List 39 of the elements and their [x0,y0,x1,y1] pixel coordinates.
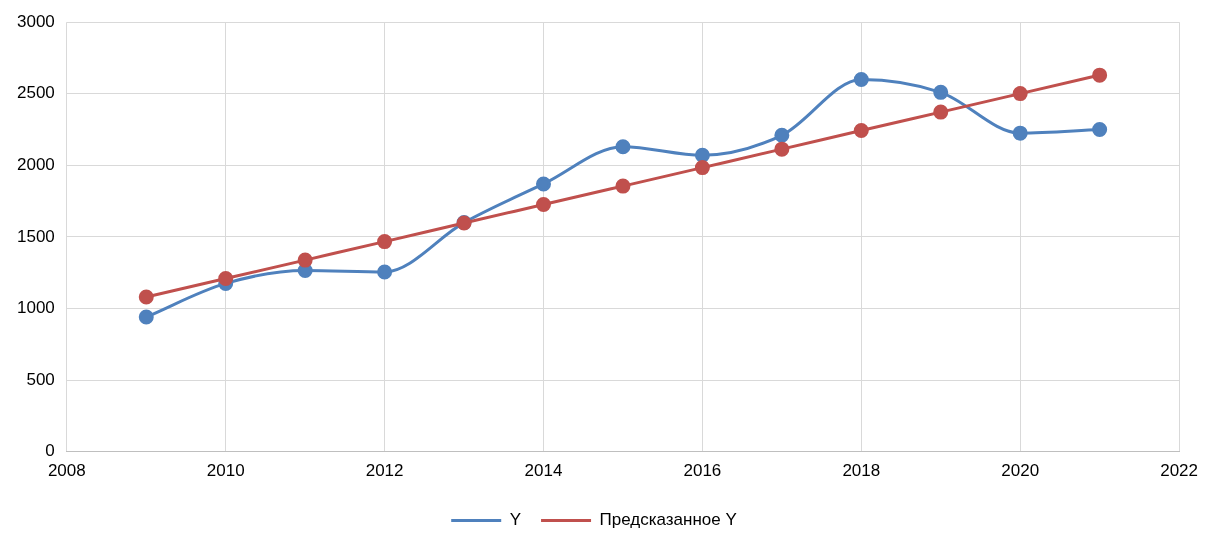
point [774,141,790,157]
y-tick-label: 1500 [16,226,55,246]
point [853,123,869,139]
point [536,197,552,213]
point [377,264,393,280]
point [694,160,710,176]
point [774,127,790,143]
x-tick-label: 2018 [842,461,881,481]
y-tick-label: 0 [45,441,55,461]
point [615,139,631,155]
point [933,104,949,120]
legend-label: Предсказанное Y [599,510,737,530]
y-tick-label: 2000 [16,155,55,175]
point [138,289,154,305]
point [1092,122,1108,138]
point [933,84,949,100]
point [853,71,869,87]
point [615,178,631,194]
point [694,147,710,163]
point [1012,86,1028,102]
y-tick-label: 2500 [16,83,55,103]
x-tick-label: 2016 [683,461,722,481]
point [1012,125,1028,141]
point [297,252,313,268]
point [1092,67,1108,83]
x-tick-label: 2022 [1160,461,1198,481]
point [138,309,154,325]
point [218,271,234,287]
x-tick-label: 2012 [365,461,404,481]
point [377,234,393,250]
y-tick-label: 1000 [16,298,55,318]
x-tick-label: 2008 [47,461,86,481]
y-tick-label: 500 [26,369,55,389]
x-tick-label: 2014 [524,461,563,481]
x-tick-label: 2020 [1001,461,1040,481]
point [536,176,552,192]
y-tick-label: 3000 [16,11,55,31]
x-tick-label: 2010 [206,461,245,481]
legend-label: Y [509,510,522,530]
